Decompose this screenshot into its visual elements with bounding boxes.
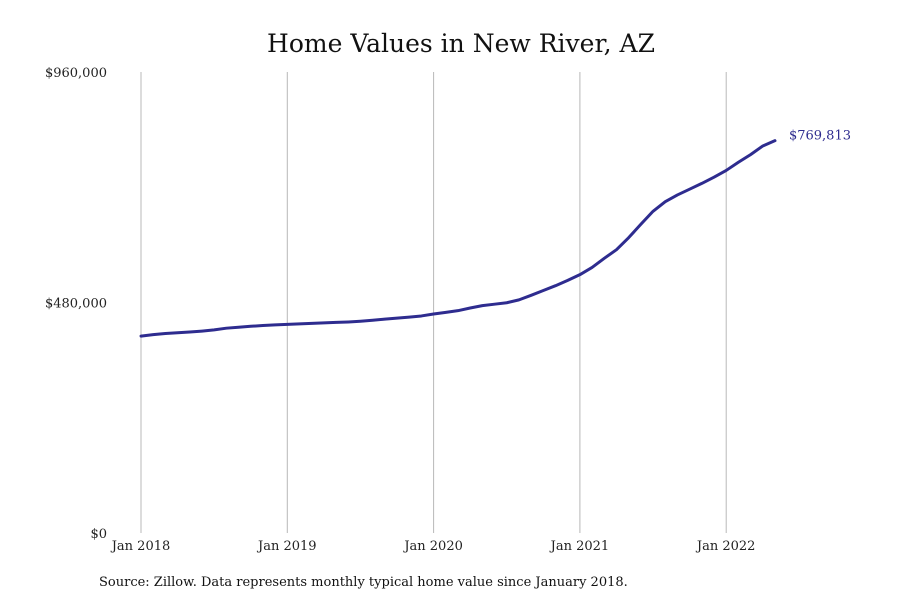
x-tick-label: Jan 2020 [402,539,463,554]
grid-lines [140,72,727,533]
x-tick-label: Jan 2022 [695,539,756,554]
source-note: Source: Zillow. Data represents monthly … [99,575,628,590]
chart-title: Home Values in New River, AZ [267,29,655,58]
y-tick-label: $960,000 [45,66,107,81]
y-axis-ticks: $0 $480,000 $960,000 [45,66,107,542]
x-axis-ticks: Jan 2018 Jan 2019 Jan 2020 Jan 2021 Jan 2022 [110,539,756,554]
x-tick-label: Jan 2019 [256,539,317,554]
x-tick-label: Jan 2021 [549,539,610,554]
y-tick-label: $0 [90,527,107,542]
series-line-home-values [139,139,777,338]
series-layer: $769,813 [139,129,851,338]
y-tick-label: $480,000 [45,297,107,312]
end-value-label: $769,813 [789,129,851,144]
x-tick-label: Jan 2018 [110,539,171,554]
